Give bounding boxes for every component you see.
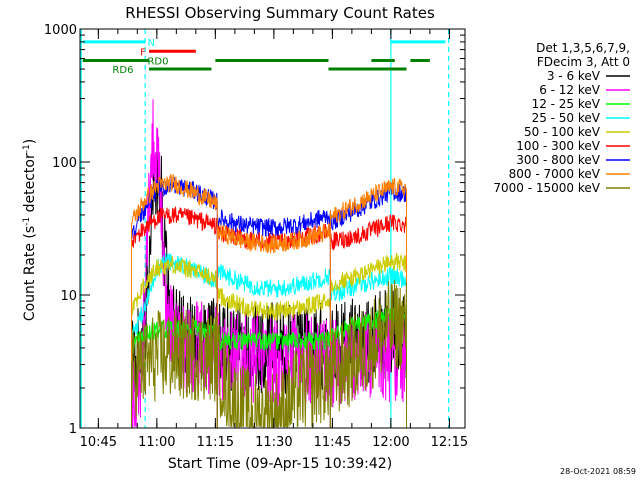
legend-label: 6 - 12 keV xyxy=(539,83,601,97)
legend-label: 800 - 7000 keV xyxy=(509,167,601,181)
y-tick-label: 100 xyxy=(52,156,77,171)
legend-label: 12 - 25 keV xyxy=(532,97,601,111)
legend-label: 3 - 6 keV xyxy=(547,69,601,83)
y-ticks: 1 10 100 1000 xyxy=(44,23,465,437)
legend-header-line-2: FDecim 3, Att 0 xyxy=(537,55,630,69)
flag-label-rd6: RD6 xyxy=(112,65,133,76)
x-tick-label: 11:45 xyxy=(314,435,351,450)
legend-entry-25-50-kev: 25 - 50 keV xyxy=(532,111,630,125)
series-800-7000-kev xyxy=(131,173,407,428)
y-tick-label: 10 xyxy=(60,289,77,304)
plot-frame xyxy=(79,28,466,429)
x-ticks: 10:45 11:00 11:15 11:30 11:45 12:00 12:15 xyxy=(80,29,468,450)
legend-label: 100 - 300 keV xyxy=(516,139,600,153)
series-line-50-100-kev xyxy=(131,252,407,428)
legend-label: 25 - 50 keV xyxy=(532,111,601,125)
timestamp: 28-Oct-2021 08:59 xyxy=(560,467,636,476)
flag-label-rd0: RD0 xyxy=(147,56,168,67)
legend-entry-300-800-kev: 300 - 800 keV xyxy=(516,153,630,167)
legend-entry-800-7000-kev: 800 - 7000 keV xyxy=(509,167,630,181)
x-tick-label: 11:00 xyxy=(138,435,175,450)
y-axis-label: Count Rate (s-1 detector-1) xyxy=(22,139,38,321)
legend-entry-7000-15000-kev: 7000 - 15000 keV xyxy=(493,181,630,195)
y-axis-label-main: Count Rate (s xyxy=(22,226,38,321)
x-tick-label: 12:00 xyxy=(372,435,409,450)
legend-entry-100-300-kev: 100 - 300 keV xyxy=(516,139,630,153)
series-line-25-50-kev xyxy=(131,252,407,428)
series-25-50-kev xyxy=(131,252,407,428)
legend-entry-50-100-kev: 50 - 100 keV xyxy=(524,125,630,139)
x-tick-label: 12:15 xyxy=(431,435,468,450)
legend-label: 7000 - 15000 keV xyxy=(493,181,600,195)
y-axis-label-exponent-2: -1 xyxy=(22,144,32,153)
x-tick-label: 11:30 xyxy=(255,435,292,450)
plot-area xyxy=(80,29,450,428)
legend-entry-6-12-kev: 6 - 12 keV xyxy=(539,83,630,97)
series-line-800-7000-kev xyxy=(131,173,407,428)
legend-label: 50 - 100 keV xyxy=(524,125,601,139)
y-axis-label-close: ) xyxy=(22,139,38,144)
legend: Det 1,3,5,6,7,9, FDecim 3, Att 0 3 - 6 k… xyxy=(493,41,630,195)
x-tick-label: 11:15 xyxy=(197,435,234,450)
y-tick-label: 1000 xyxy=(44,23,77,38)
flag-label-f: F xyxy=(140,47,146,58)
legend-header-line-1: Det 1,3,5,6,7,9, xyxy=(536,41,630,55)
x-tick-label: 10:45 xyxy=(80,435,117,450)
legend-entry-12-25-kev: 12 - 25 keV xyxy=(532,97,630,111)
y-axis-label-tail: detector xyxy=(22,153,38,217)
series-50-100-kev xyxy=(131,252,407,428)
x-axis-label: Start Time (09-Apr-15 10:39:42) xyxy=(168,456,392,472)
flag-label-n: N xyxy=(147,38,154,49)
legend-entry-3-6-kev: 3 - 6 keV xyxy=(547,69,630,83)
y-tick-label: 1 xyxy=(69,422,77,437)
legend-label: 300 - 800 keV xyxy=(516,153,600,167)
chart-title: RHESSI Observing Summary Count Rates xyxy=(125,4,435,22)
y-axis-label-exponent: -1 xyxy=(22,217,32,226)
